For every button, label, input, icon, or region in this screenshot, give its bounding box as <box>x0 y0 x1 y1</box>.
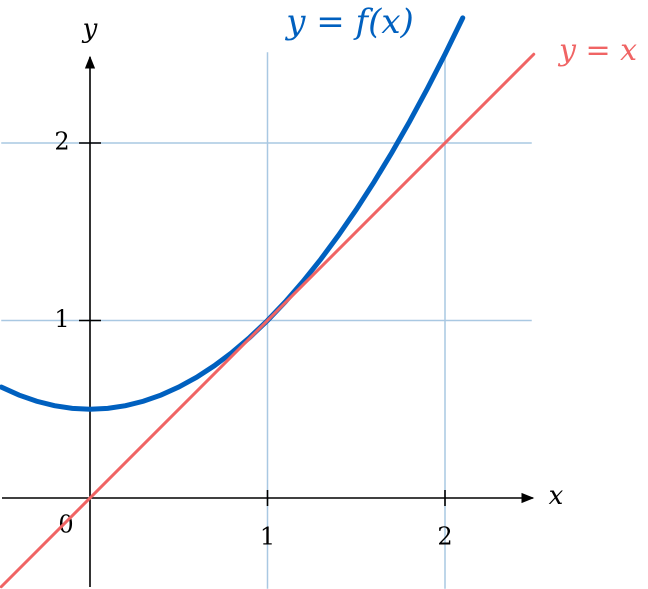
series-label: y = f(x) <box>284 2 414 42</box>
y-axis-label: y <box>82 14 98 44</box>
y-tick-label: 1 <box>54 305 69 333</box>
series-line <box>0 15 466 412</box>
x-axis-label: x <box>549 481 564 511</box>
series-line <box>0 52 536 589</box>
series-label: y = x <box>557 33 637 68</box>
y-tick-label: 2 <box>54 128 69 156</box>
x-tick-label: 2 <box>437 523 452 551</box>
x-tick-label: 1 <box>260 523 275 551</box>
